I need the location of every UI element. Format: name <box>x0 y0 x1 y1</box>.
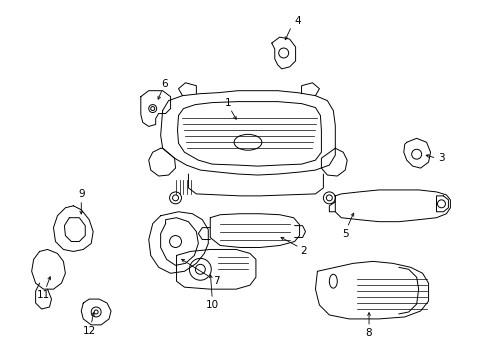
Text: 12: 12 <box>82 326 96 336</box>
Text: 2: 2 <box>300 247 306 256</box>
Text: 8: 8 <box>365 328 371 338</box>
Text: 10: 10 <box>205 300 218 310</box>
Text: 4: 4 <box>294 16 300 26</box>
Text: 6: 6 <box>161 79 167 89</box>
Text: 5: 5 <box>341 229 348 239</box>
Text: 3: 3 <box>437 153 444 163</box>
Text: 1: 1 <box>224 98 231 108</box>
Text: 7: 7 <box>212 276 219 286</box>
Text: 11: 11 <box>37 290 50 300</box>
Text: 9: 9 <box>78 189 84 199</box>
